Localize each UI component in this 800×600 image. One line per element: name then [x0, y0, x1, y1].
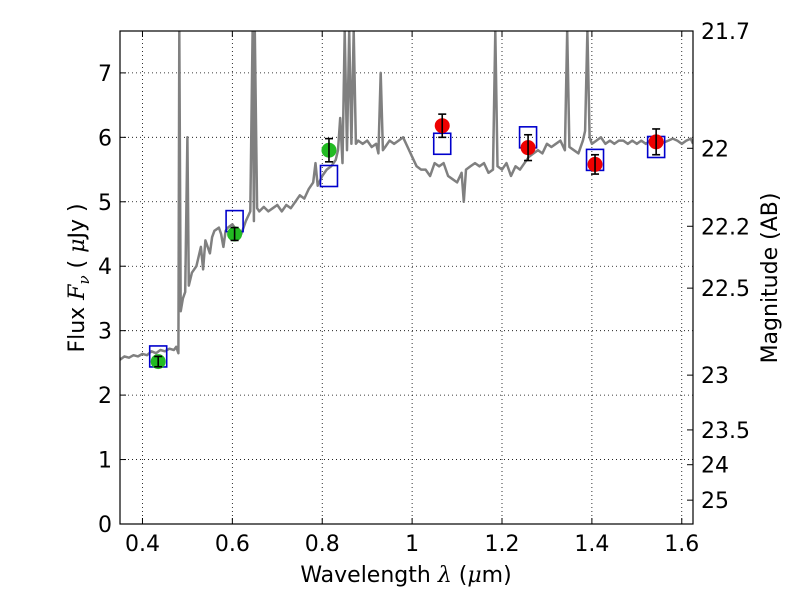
y-axis-label-unit-open: (	[65, 253, 90, 276]
x-axis-label-text: Wavelength	[300, 563, 438, 588]
y-axis-label: Flux Fν ( μJy )	[65, 203, 93, 352]
y-tick-label: 0	[98, 513, 112, 538]
y2-tick-label: 21.7	[701, 20, 750, 45]
x-tick-label: 0.6	[215, 532, 250, 557]
x-axis-label: Wavelength λ (μm)	[300, 563, 511, 588]
y-axis-label-unit-close: Jy )	[65, 203, 90, 240]
grid-lines	[120, 31, 693, 525]
y-tick-label: 5	[98, 191, 112, 216]
x-tick-label: 1.2	[485, 532, 520, 557]
y-tick-label: 2	[98, 384, 112, 409]
y2-tick-label: 22.2	[701, 215, 750, 240]
y-tick-label: 1	[98, 449, 112, 474]
y-tick-label: 6	[98, 126, 112, 151]
y-tick-label: 3	[98, 320, 112, 345]
x-axis-label-symbol: λ	[437, 563, 452, 588]
x-tick-label: 0.4	[125, 532, 160, 557]
y2-tick-label: 22.5	[701, 277, 750, 302]
plot-area	[120, 31, 693, 361]
plot-frame	[119, 30, 694, 525]
x-tick-label: 1.6	[664, 532, 699, 557]
x-axis-label-unit-close: m)	[482, 563, 512, 588]
spectrum-line	[120, 31, 693, 361]
x-tick-label: 1.4	[574, 532, 609, 557]
y2-tick-label: 23	[701, 364, 729, 389]
x-axis-label-unit-open: (	[452, 563, 468, 588]
y-axis-label-unit-symbol: μ	[65, 239, 90, 253]
x-axis-label-unit-symbol: μ	[467, 563, 481, 588]
y2-tick-label: 25	[701, 489, 729, 514]
y-axis-label-text: Flux	[65, 300, 90, 353]
x-tick-label: 0.8	[305, 532, 340, 557]
model-point-square	[319, 164, 339, 188]
y2-tick-label: 22	[701, 137, 729, 162]
y-axis-label-subscript: ν	[75, 275, 93, 284]
y-tick-label: 4	[98, 255, 112, 280]
y2-tick-label: 24	[701, 454, 729, 479]
y2-tick-label: 23.5	[701, 419, 750, 444]
y-tick-label: 7	[98, 62, 112, 87]
marker-layer	[148, 113, 666, 370]
y-axis-label-symbol: F	[65, 284, 90, 301]
x-tick-label: 1	[405, 532, 419, 557]
y2-axis-label: Magnitude (AB)	[758, 193, 783, 364]
axes: 0.4 0.6 0.8 1 1.2 1.4 1.60123456721.72222.222.…	[98, 20, 750, 557]
